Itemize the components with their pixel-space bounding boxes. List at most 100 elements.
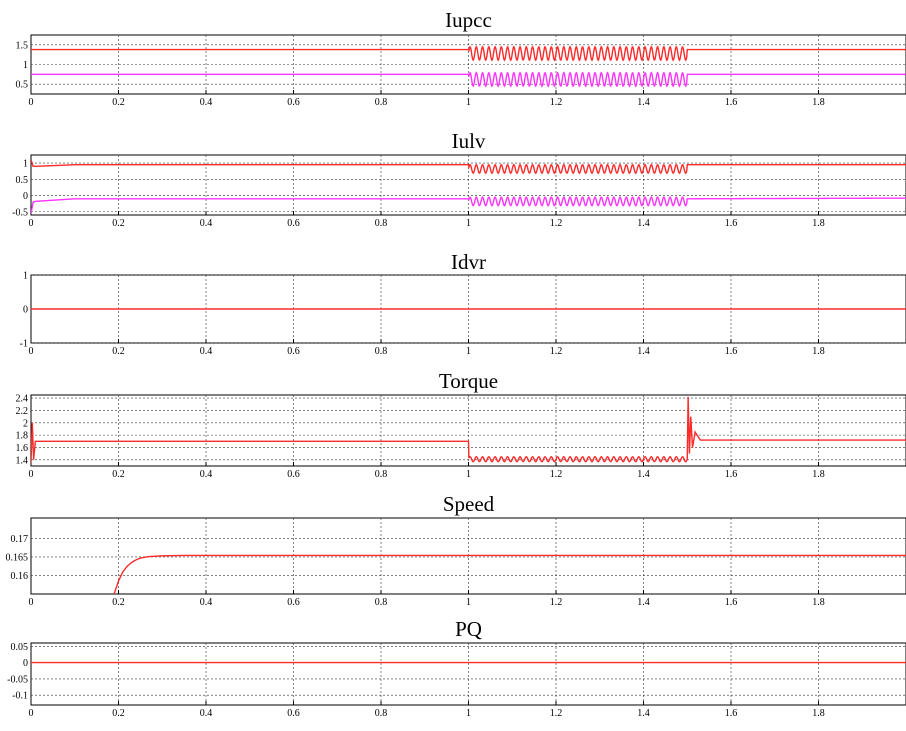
x-tick-label: 0.8 xyxy=(375,597,388,608)
x-tick-label: 0.4 xyxy=(200,218,213,229)
x-tick-label: 1.6 xyxy=(725,97,738,108)
series-line xyxy=(31,396,906,463)
y-tick-label: 1 xyxy=(23,60,28,71)
x-tick-label: 1.4 xyxy=(637,597,650,608)
x-tick-label: 0.6 xyxy=(287,708,300,719)
panel-title: Iulv xyxy=(452,129,486,153)
x-tick-label: 0.8 xyxy=(375,97,388,108)
x-tick-label: 1 xyxy=(466,469,471,480)
x-tick-label: 1.8 xyxy=(812,469,825,480)
x-tick-label: 1.2 xyxy=(550,708,563,719)
series-line xyxy=(31,196,906,214)
panel-title: Iupcc xyxy=(445,8,492,32)
x-tick-label: 1 xyxy=(466,597,471,608)
panel-speed: Speed 0 0.2 0.4 0.6 0.8 1 1.2 1.4 1.6 1.8 0.16 0.165… xyxy=(6,492,906,608)
x-tick-label: 0.6 xyxy=(287,346,300,357)
y-tick-label: 0 xyxy=(23,305,28,316)
x-tick-label: 0.4 xyxy=(200,708,213,719)
y-tick-label: 0.5 xyxy=(16,80,29,91)
panel-title: PQ xyxy=(455,617,482,641)
x-tick-label: 0.6 xyxy=(287,218,300,229)
x-tick-label: 1.6 xyxy=(725,708,738,719)
y-tick-label: 0.165 xyxy=(6,552,29,563)
y-tick-label: 0 xyxy=(23,191,28,202)
x-tick-label: 0.2 xyxy=(112,97,125,108)
y-tick-label: 0.5 xyxy=(16,175,29,186)
x-tick-label: 0.4 xyxy=(200,469,213,480)
x-tick-label: 0.8 xyxy=(375,469,388,480)
x-tick-label: 1 xyxy=(466,218,471,229)
x-tick-label: 0.2 xyxy=(112,708,125,719)
series-line xyxy=(31,71,906,88)
series-line xyxy=(113,554,906,594)
y-tick-label: 0.17 xyxy=(11,534,29,545)
y-tick-label: 1.4 xyxy=(16,455,29,466)
y-tick-label: -0.5 xyxy=(12,207,28,218)
x-tick-label: 0.8 xyxy=(375,218,388,229)
x-tick-label: 1.8 xyxy=(812,218,825,229)
y-tick-label: 1 xyxy=(23,271,28,282)
y-tick-label: 0.16 xyxy=(11,571,29,582)
x-tick-label: 0.2 xyxy=(112,218,125,229)
x-tick-label: 1.4 xyxy=(637,469,650,480)
panel-pq: PQ 0 0.2 0.4 0.6 0.8 1 1.2 1.4 1.6 1.8 -0.1 -0.05 0 0.… xyxy=(7,617,906,719)
x-tick-label: 1.6 xyxy=(725,597,738,608)
x-tick-label: 0 xyxy=(29,469,34,480)
panel-iupcc: Iupcc 0 0.2 0.4 0.6 0.8 1 1.2 1.4 1.6 1.8 0.5 1 1.5 xyxy=(16,8,906,108)
x-tick-label: 0 xyxy=(29,346,34,357)
x-tick-label: 0.2 xyxy=(112,469,125,480)
x-tick-label: 1.2 xyxy=(550,597,563,608)
x-tick-label: 1.2 xyxy=(550,346,563,357)
x-tick-label: 1.8 xyxy=(812,346,825,357)
y-tick-label: 0.05 xyxy=(11,642,29,653)
x-tick-label: 0 xyxy=(29,597,34,608)
x-tick-label: 0.6 xyxy=(287,597,300,608)
x-tick-label: 1.8 xyxy=(812,97,825,108)
y-tick-label: 2.2 xyxy=(16,406,29,417)
x-tick-label: 1.2 xyxy=(550,97,563,108)
x-tick-label: 0 xyxy=(29,218,34,229)
panel-title: Torque xyxy=(439,369,498,393)
y-tick-label: 1 xyxy=(23,159,28,170)
x-tick-label: 0.8 xyxy=(375,708,388,719)
x-tick-label: 1.4 xyxy=(637,97,650,108)
x-tick-label: 0.6 xyxy=(287,97,300,108)
x-tick-label: 1 xyxy=(466,97,471,108)
x-tick-label: 1.4 xyxy=(637,346,650,357)
x-tick-label: 0 xyxy=(29,708,34,719)
y-tick-label: 1.5 xyxy=(16,40,29,51)
x-tick-label: 1.6 xyxy=(725,346,738,357)
x-tick-label: 0.2 xyxy=(112,597,125,608)
x-tick-label: 1.6 xyxy=(725,218,738,229)
x-tick-label: 1.8 xyxy=(812,597,825,608)
y-tick-label: 1.8 xyxy=(16,431,29,442)
x-tick-label: 1 xyxy=(466,708,471,719)
x-tick-label: 1.8 xyxy=(812,708,825,719)
panel-title: Speed xyxy=(443,492,495,516)
y-tick-label: -0.1 xyxy=(12,691,28,702)
x-tick-label: 0 xyxy=(29,97,34,108)
plot-area xyxy=(30,642,906,706)
series-line xyxy=(31,159,906,175)
y-tick-label: 1.6 xyxy=(16,443,29,454)
y-tick-label: 2.4 xyxy=(16,394,29,405)
x-tick-label: 1.6 xyxy=(725,469,738,480)
y-tick-label: 2 xyxy=(23,418,28,429)
x-tick-label: 1.2 xyxy=(550,218,563,229)
x-tick-label: 0.4 xyxy=(200,346,213,357)
x-tick-label: 1 xyxy=(466,346,471,357)
x-tick-label: 1.2 xyxy=(550,469,563,480)
x-tick-label: 0.4 xyxy=(200,597,213,608)
x-tick-label: 0.4 xyxy=(200,97,213,108)
y-tick-label: -0.05 xyxy=(7,674,28,685)
x-tick-label: 0.8 xyxy=(375,346,388,357)
x-tick-label: 1.4 xyxy=(637,218,650,229)
series-line xyxy=(31,45,906,62)
x-tick-label: 1.4 xyxy=(637,708,650,719)
panel-title: Idvr xyxy=(451,250,486,274)
x-tick-label: 0.6 xyxy=(287,469,300,480)
